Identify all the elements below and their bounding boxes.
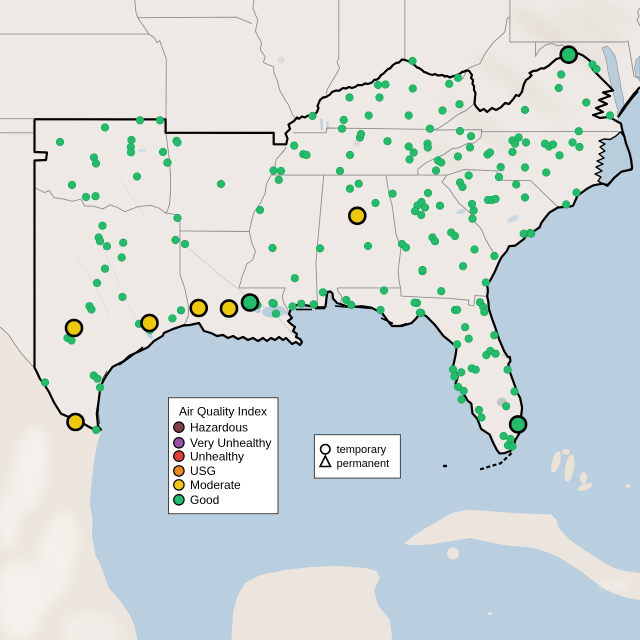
svg-text:Good: Good [190,493,219,507]
svg-text:Moderate: Moderate [190,478,241,492]
svg-text:temporary: temporary [337,444,387,456]
svg-text:permanent: permanent [337,458,390,470]
svg-text:Unhealthy: Unhealthy [190,449,244,463]
svg-text:Very Unhealthy: Very Unhealthy [190,436,271,450]
svg-text:Hazardous: Hazardous [190,420,248,434]
svg-text:Air Quality Index: Air Quality Index [179,405,267,419]
svg-text:USG: USG [190,464,216,478]
